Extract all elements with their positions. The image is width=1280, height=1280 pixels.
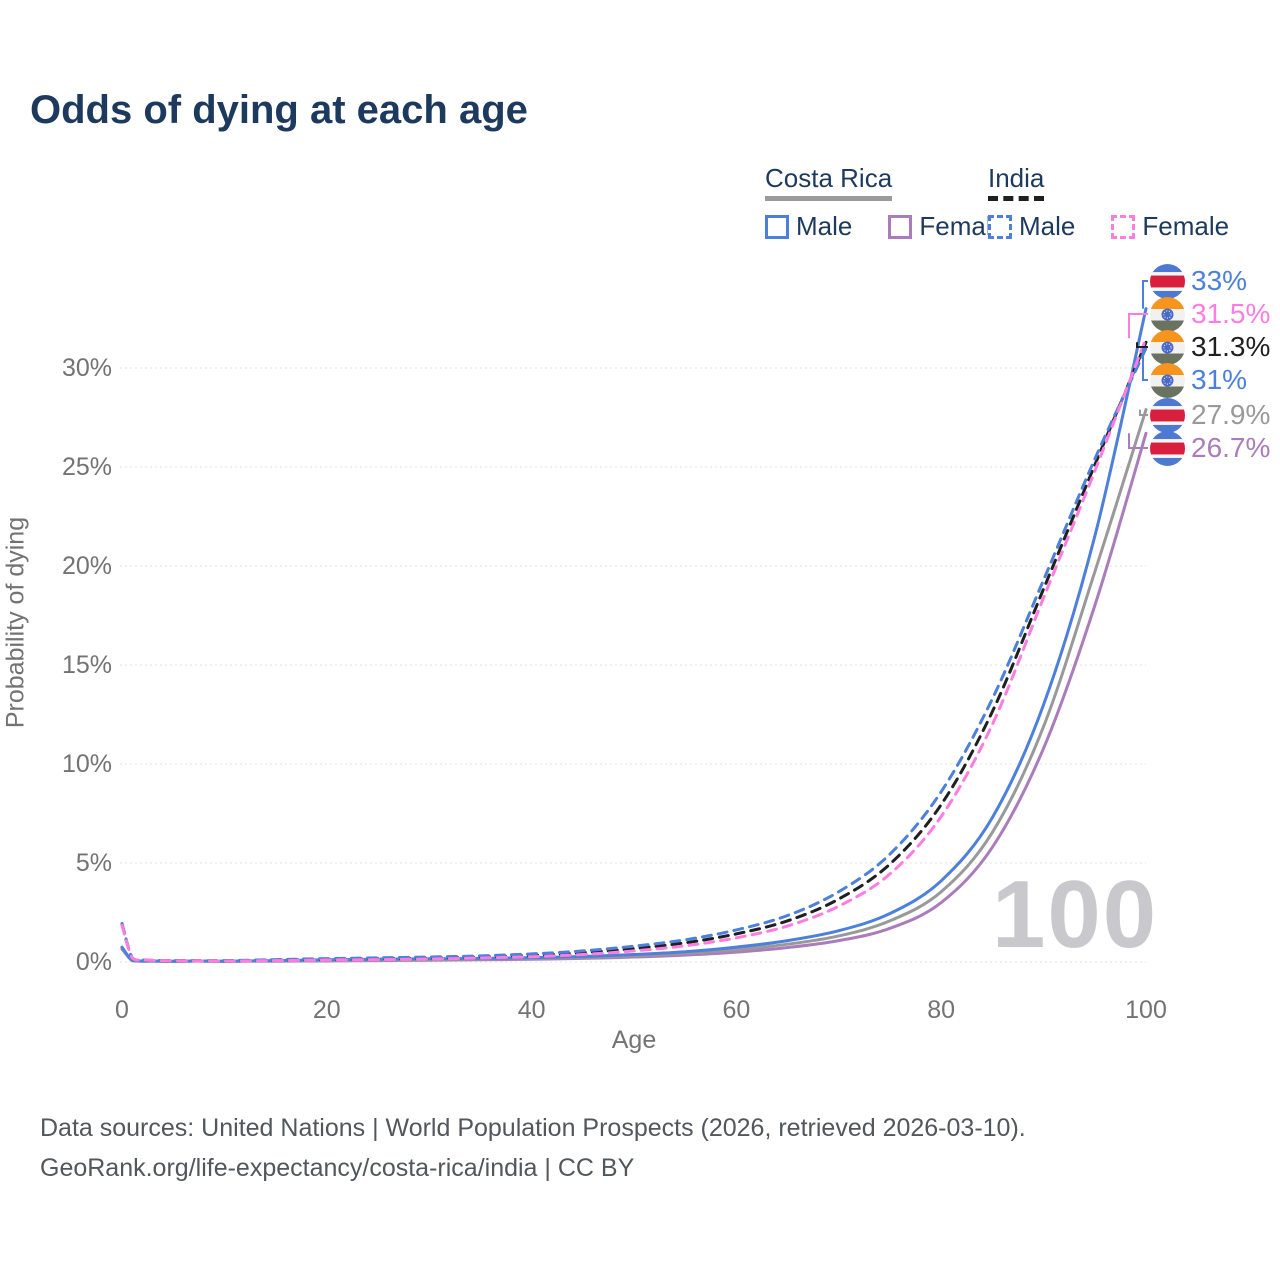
legend-item-label: Female [1142, 211, 1230, 241]
legend-swatch-icon [1111, 214, 1136, 239]
leader-line [1136, 342, 1148, 348]
legend-swatch-icon [988, 214, 1012, 239]
series-line-costa-rica-female [120, 431, 1148, 963]
legend-group-costa-rica: Costa Rica Male Female [765, 163, 1006, 242]
chart-title: Odds of dying at each age [30, 88, 528, 132]
legend-item-label: Male [796, 211, 853, 241]
y-tick-label: 15% [61, 651, 112, 679]
legend-country-label: India [988, 163, 1045, 201]
series-line-india-female [120, 336, 1148, 963]
y-tick-label: 0% [75, 948, 112, 976]
x-tick-label: 80 [927, 996, 956, 1024]
legend-item-label: Male [1019, 211, 1076, 241]
legend-item-female[interactable]: Female [1111, 211, 1229, 242]
y-tick-label: 30% [61, 354, 112, 382]
footer: Data sources: United Nations | World Pop… [40, 1108, 1026, 1188]
series-line-india-male [120, 346, 1148, 963]
x-tick-label: 60 [722, 996, 751, 1024]
x-tick-label: 20 [312, 996, 341, 1024]
leader-line [1142, 348, 1148, 381]
legend-swatch-icon [765, 214, 789, 239]
legend-item-male[interactable]: Male [765, 211, 852, 242]
series-line-costa-rica-both [120, 408, 1148, 963]
legend-group-india: India Male Female [988, 163, 1229, 242]
leader-line [1128, 433, 1148, 449]
y-tick-label: 10% [61, 750, 112, 778]
y-tick-label: 5% [75, 849, 112, 877]
leader-line [1128, 313, 1148, 339]
footer-sources: Data sources: United Nations | World Pop… [40, 1114, 1026, 1142]
series-line-india-both [120, 340, 1148, 963]
legend-item-male[interactable]: Male [988, 211, 1075, 242]
x-axis-title: Age [611, 1026, 657, 1054]
y-tick-label: 20% [61, 552, 112, 580]
leader-line [1139, 409, 1148, 416]
x-tick-label: 0 [115, 996, 129, 1024]
y-tick-label: 25% [61, 453, 112, 481]
hover-age-watermark: 100 [992, 861, 1159, 968]
legend-swatch-icon [888, 214, 913, 239]
x-tick-label: 100 [1125, 996, 1167, 1024]
leader-line [1142, 280, 1148, 309]
x-tick-label: 40 [517, 996, 546, 1024]
legend-country-label: Costa Rica [765, 163, 893, 201]
footer-link: GeoRank.org/life-expectancy/costa-rica/i… [40, 1154, 635, 1182]
